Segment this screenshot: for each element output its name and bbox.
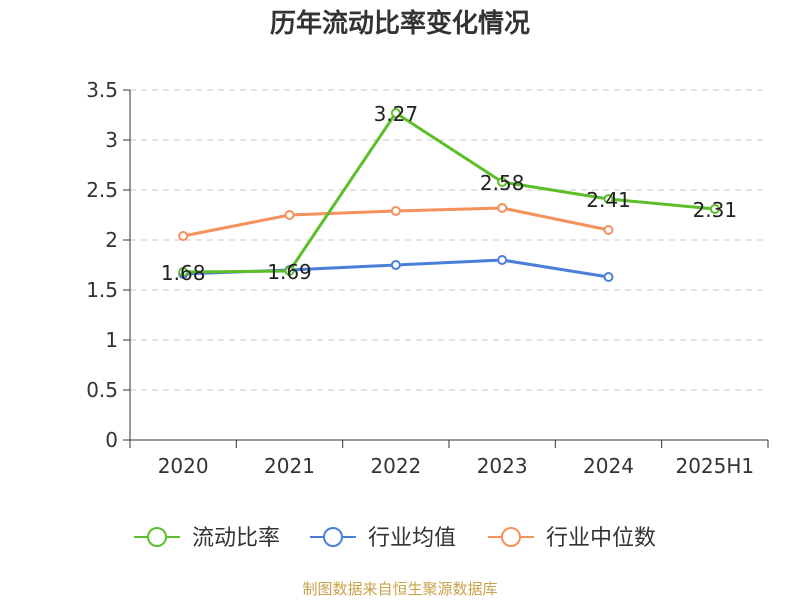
y-tick-label: 0.5 — [86, 378, 118, 402]
x-tick-label: 2021 — [264, 454, 315, 478]
x-tick-label: 2020 — [158, 454, 209, 478]
data-label: 2.41 — [586, 188, 631, 212]
data-point — [284, 266, 295, 276]
x-tick-label: 2025H1 — [675, 454, 754, 478]
data-source-note: 制图数据来自恒生聚源数据库 — [302, 580, 498, 598]
data-point — [603, 272, 614, 282]
legend-label: 行业中位数 — [546, 526, 656, 551]
data-point — [603, 225, 614, 235]
data-point — [390, 206, 401, 216]
y-tick-label: 1.5 — [86, 278, 118, 302]
y-tick-label: 0 — [105, 428, 118, 452]
data-point — [603, 194, 614, 204]
data-label: 2.31 — [693, 198, 738, 222]
legend-marker — [323, 527, 343, 547]
y-tick-label: 1 — [105, 328, 118, 352]
x-tick-label: 2022 — [370, 454, 421, 478]
data-point — [390, 260, 401, 270]
chart-title: 历年流动比率变化情况 — [269, 9, 530, 39]
legend-marker — [501, 527, 521, 547]
data-point — [178, 231, 189, 241]
data-label: 2.58 — [480, 171, 525, 195]
legend-marker — [147, 527, 167, 547]
legend-label: 流动比率 — [192, 526, 280, 551]
data-point — [284, 210, 295, 220]
y-tick-label: 3 — [105, 128, 118, 152]
data-point — [497, 203, 508, 213]
data-point — [497, 255, 508, 265]
y-tick-label: 2 — [105, 228, 118, 252]
y-tick-label: 3.5 — [86, 78, 118, 102]
x-tick-label: 2024 — [583, 454, 634, 478]
x-tick-label: 2023 — [477, 454, 528, 478]
data-point — [390, 108, 401, 118]
y-tick-label: 2.5 — [86, 178, 118, 202]
data-point — [709, 204, 720, 214]
data-label: 1.69 — [267, 260, 312, 284]
data-point — [497, 177, 508, 187]
data-label: 1.68 — [161, 261, 206, 285]
legend-label: 行业均值 — [368, 526, 456, 551]
data-point — [178, 267, 189, 277]
data-label: 3.27 — [374, 102, 419, 126]
series-line — [183, 111, 715, 274]
